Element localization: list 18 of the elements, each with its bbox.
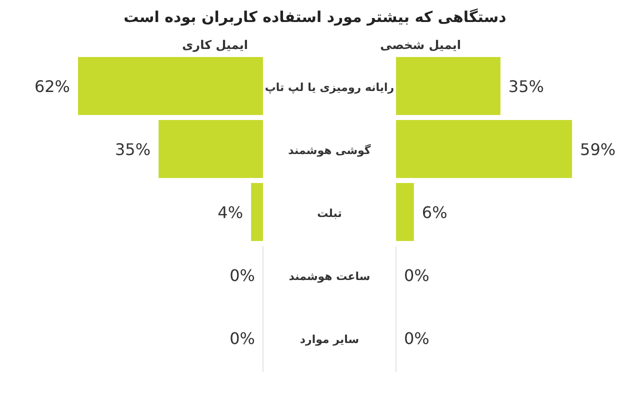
data-label: 35% [508,77,544,96]
text: دستگاهی که بیشتر مورد استفاده کاربران بوده است [124,8,507,26]
y-tick-label: سایر موارد [300,333,360,346]
series-label: ایمیل شخصی [380,38,461,52]
y-tick-label: ساعت هوشمند [288,270,370,283]
series-label: ایمیل کاری [182,38,248,52]
data-label: 59% [580,140,616,159]
y-tick-label: گوشی هوشمند [288,144,372,157]
data-label: 62% [34,77,70,96]
data-label: 35% [115,140,151,159]
data-label: 0% [230,329,255,348]
data-label: 6% [422,203,448,222]
y-tick-label: تبلت [317,207,342,220]
y-tick-label: رایانه رومیزی یا لپ تاپ [264,81,394,94]
data-label: 4% [218,203,244,222]
data-label: 0% [404,329,430,348]
data-label: 0% [230,266,255,285]
data-label: 0% [404,266,430,285]
